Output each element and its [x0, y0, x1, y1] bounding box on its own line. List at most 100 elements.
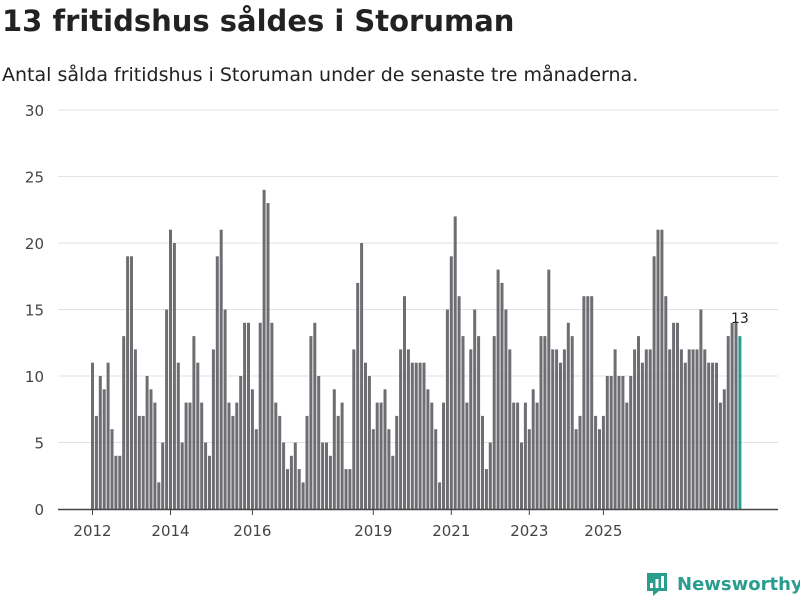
- bar: [508, 349, 512, 509]
- bar: [715, 362, 718, 509]
- y-axis-tick-labels: 0 5 10 15 20 25 30: [25, 102, 44, 519]
- bar: [481, 415, 484, 509]
- bar: [523, 402, 527, 509]
- bar: [609, 376, 613, 509]
- bar: [652, 256, 656, 509]
- bar: [180, 442, 184, 509]
- bar: [161, 442, 165, 509]
- bar: [718, 402, 722, 509]
- bar: [722, 389, 726, 509]
- bar: [449, 256, 453, 509]
- bar: [332, 389, 336, 509]
- bar: [172, 243, 176, 509]
- bar: [668, 349, 672, 509]
- bar: [461, 336, 465, 509]
- bar: [317, 376, 321, 509]
- bar: [691, 349, 695, 509]
- bar: [247, 322, 250, 509]
- bar: [118, 455, 122, 509]
- bar: [512, 402, 516, 509]
- bar: [309, 336, 313, 509]
- x-tick-label: 2012: [73, 522, 111, 540]
- x-tick-label: 2014: [151, 522, 189, 540]
- bar: [266, 203, 270, 509]
- bar: [414, 362, 418, 509]
- x-tick-label: 2023: [510, 522, 548, 540]
- bar: [258, 322, 262, 509]
- bar: [227, 402, 231, 509]
- bar: [469, 349, 473, 509]
- bar: [679, 349, 683, 509]
- bar: [344, 469, 348, 509]
- bar: [570, 336, 574, 509]
- bar: [383, 389, 387, 509]
- bar: [726, 336, 730, 509]
- bar: [683, 362, 687, 509]
- bar: [527, 429, 531, 509]
- bar: [274, 402, 278, 509]
- bar: [371, 429, 375, 509]
- bar: [204, 442, 208, 509]
- bar: [406, 349, 410, 509]
- bar: [730, 322, 734, 509]
- bar: [551, 349, 555, 509]
- chart-title: 13 fritidshus såldes i Storuman: [2, 4, 515, 38]
- bar: [410, 362, 414, 509]
- chart-annotation: 13: [731, 311, 749, 327]
- bar: [91, 362, 94, 509]
- bar: [301, 482, 305, 509]
- y-tick-label: 5: [34, 435, 44, 453]
- bar: [520, 442, 523, 509]
- bar: [672, 322, 676, 509]
- bar: [664, 296, 668, 509]
- bar: [582, 296, 586, 509]
- bar: [286, 469, 289, 509]
- bar: [321, 442, 325, 509]
- bar: [110, 429, 114, 509]
- bar: [157, 482, 161, 509]
- bar: [453, 216, 457, 509]
- bar: [711, 362, 715, 509]
- chart-subtitle: Antal sålda fritidshus i Storuman under …: [2, 64, 639, 86]
- bar: [438, 482, 442, 509]
- chart-bars: [91, 189, 742, 510]
- bar: [648, 349, 652, 509]
- bar: [656, 229, 660, 509]
- bar: [426, 389, 430, 509]
- bar: [313, 322, 317, 509]
- bar: [399, 349, 403, 509]
- bar: [613, 349, 617, 509]
- x-tick-label: 2021: [432, 522, 470, 540]
- bar: [126, 256, 130, 509]
- bar: [629, 376, 633, 509]
- bar: [586, 296, 590, 509]
- bar: [254, 429, 258, 509]
- bar: [594, 415, 598, 509]
- bar: [250, 389, 254, 509]
- bar: [445, 309, 449, 509]
- bar: [504, 309, 508, 509]
- bar: [547, 269, 551, 509]
- bar: [145, 376, 149, 509]
- bar: [492, 336, 496, 509]
- bar: [297, 469, 301, 509]
- x-tick-label: 2019: [354, 522, 392, 540]
- bar: [601, 415, 605, 509]
- y-tick-label: 25: [25, 169, 44, 187]
- bar: [605, 376, 609, 509]
- bar: [239, 376, 243, 509]
- y-tick-label: 15: [25, 302, 44, 320]
- bar: [473, 309, 477, 509]
- x-tick-label: 2016: [233, 522, 271, 540]
- bar: [130, 256, 133, 509]
- bar: [488, 442, 492, 509]
- bar: [192, 336, 196, 509]
- bar: [122, 336, 126, 509]
- bar: [676, 322, 679, 509]
- bar: [434, 429, 438, 509]
- bar: [305, 415, 309, 509]
- bar: [169, 229, 172, 509]
- bar: [114, 455, 118, 509]
- bar: [531, 389, 535, 509]
